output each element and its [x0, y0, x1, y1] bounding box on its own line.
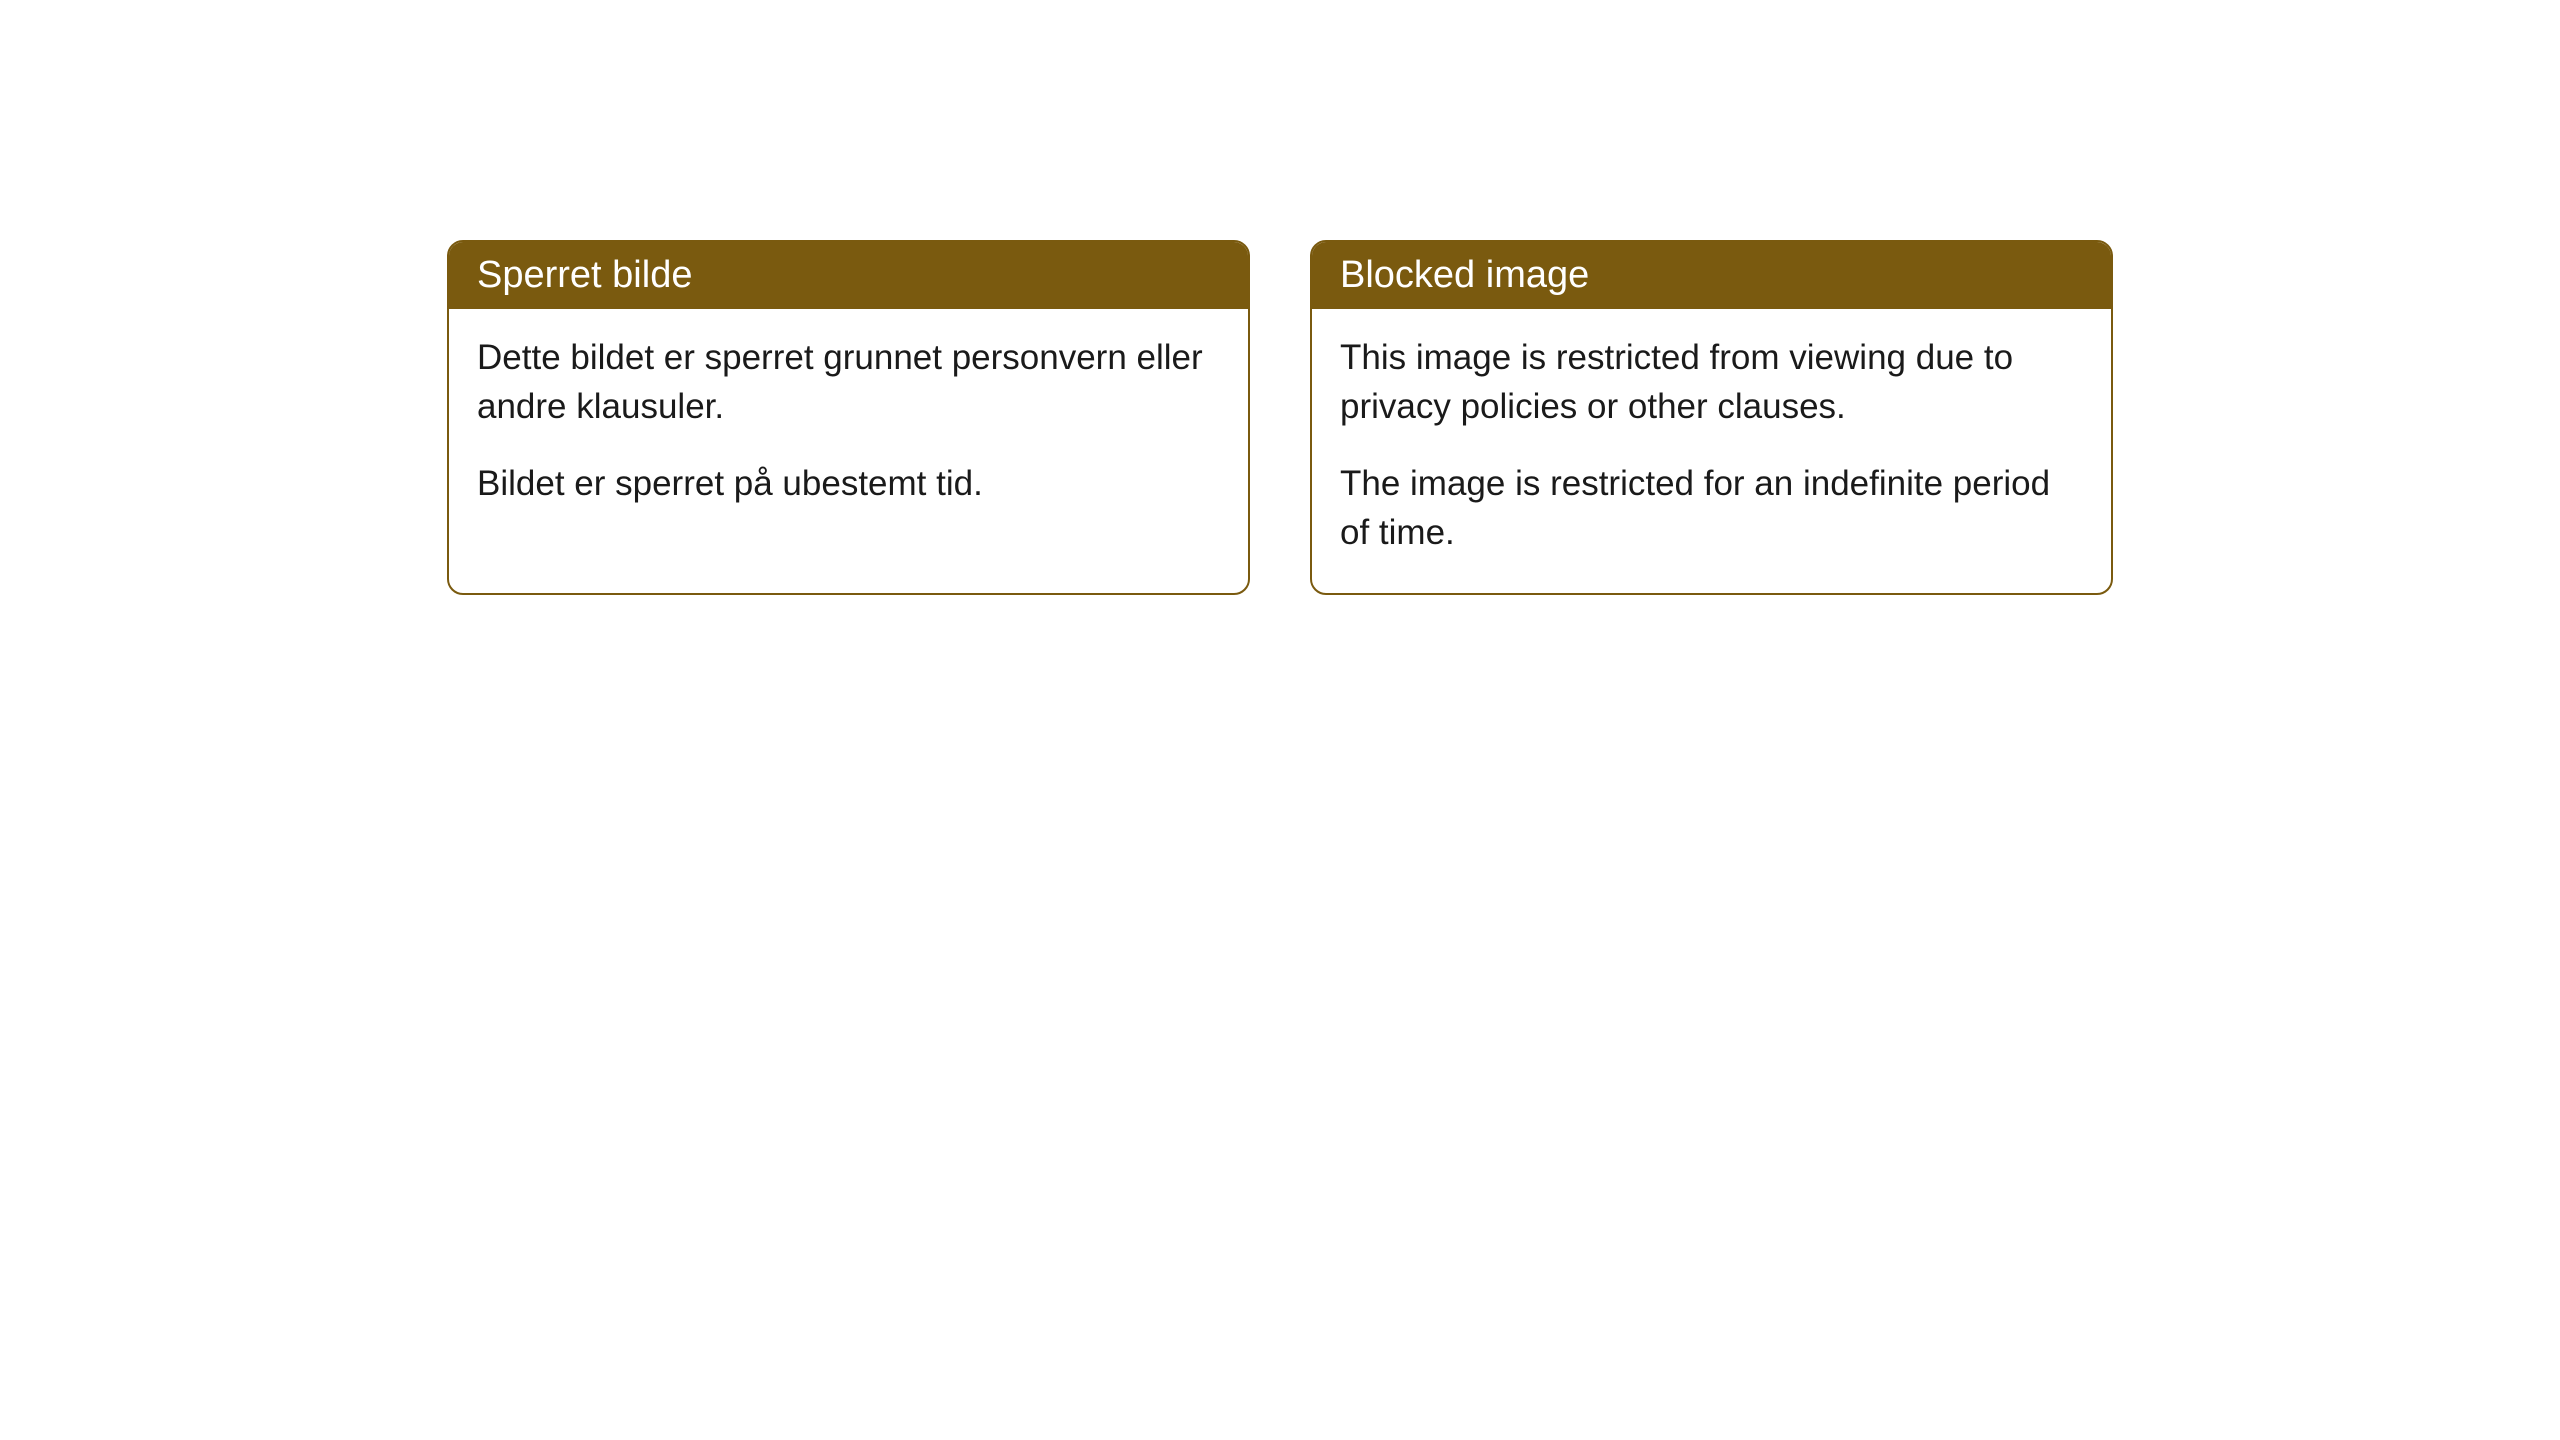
blocked-image-card-english: Blocked image This image is restricted f… — [1310, 240, 2113, 595]
card-body-english: This image is restricted from viewing du… — [1312, 309, 2111, 593]
card-title-english: Blocked image — [1340, 254, 1589, 296]
card-body-norwegian: Dette bildet er sperret grunnet personve… — [449, 309, 1248, 544]
notice-cards-container: Sperret bilde Dette bildet er sperret gr… — [447, 240, 2560, 595]
card-paragraph-1-english: This image is restricted from viewing du… — [1340, 333, 2083, 431]
card-paragraph-1-norwegian: Dette bildet er sperret grunnet personve… — [477, 333, 1220, 431]
card-paragraph-2-english: The image is restricted for an indefinit… — [1340, 459, 2083, 557]
blocked-image-card-norwegian: Sperret bilde Dette bildet er sperret gr… — [447, 240, 1250, 595]
card-header-english: Blocked image — [1312, 242, 2111, 309]
card-title-norwegian: Sperret bilde — [477, 254, 692, 296]
card-paragraph-2-norwegian: Bildet er sperret på ubestemt tid. — [477, 459, 1220, 508]
card-header-norwegian: Sperret bilde — [449, 242, 1248, 309]
